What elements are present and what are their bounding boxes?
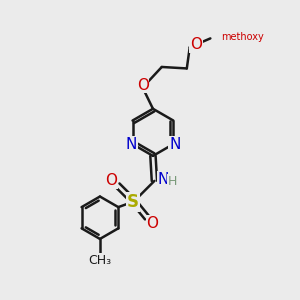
Text: O: O bbox=[105, 173, 117, 188]
Text: CH₃: CH₃ bbox=[88, 254, 112, 267]
Text: O: O bbox=[136, 78, 148, 93]
Text: methoxy: methoxy bbox=[221, 32, 264, 42]
Text: N: N bbox=[158, 172, 169, 187]
Text: H: H bbox=[168, 175, 177, 188]
Text: O: O bbox=[146, 216, 158, 231]
Text: N: N bbox=[125, 136, 137, 152]
Text: N: N bbox=[169, 136, 181, 152]
Text: O: O bbox=[190, 37, 202, 52]
Text: S: S bbox=[127, 193, 139, 211]
